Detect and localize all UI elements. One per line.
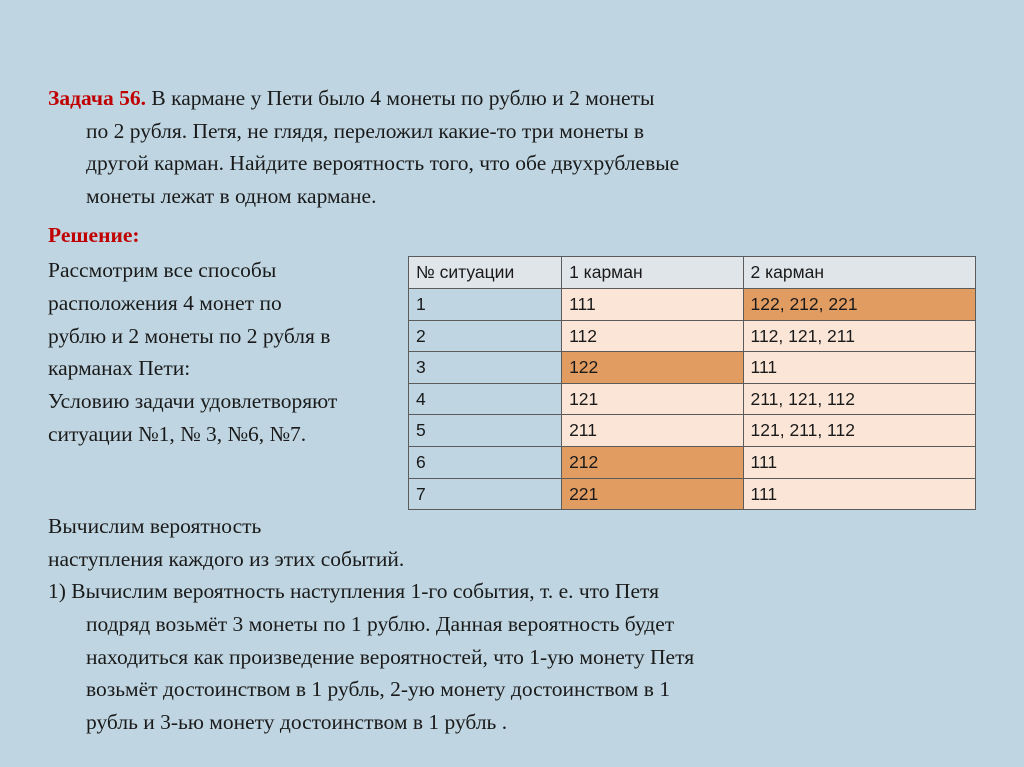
cell-situation-number: 7 — [409, 478, 562, 510]
cell-pocket-2: 111 — [743, 478, 975, 510]
table-row: 7221111 — [409, 478, 976, 510]
cell-pocket-1: 111 — [562, 288, 743, 320]
problem-title: Задача 56. — [48, 86, 146, 110]
table-row: 6212111 — [409, 446, 976, 478]
cell-situation-number: 5 — [409, 415, 562, 447]
solution-line: наступления каждого из этих событий. — [48, 543, 976, 576]
problem-statement: Задача 56. В кармане у Пети было 4 монет… — [48, 82, 976, 213]
table-header-row: № ситуации 1 карман 2 карман — [409, 257, 976, 289]
table-row: 3122111 — [409, 352, 976, 384]
table-row: 1111122, 212, 221 — [409, 288, 976, 320]
table-header: 1 карман — [562, 257, 743, 289]
solution-left-text: Рассмотрим все способы расположения 4 мо… — [48, 254, 398, 450]
solution-after: Вычислим вероятность наступления каждого… — [48, 510, 976, 575]
cell-pocket-2: 121, 211, 112 — [743, 415, 975, 447]
cell-pocket-1: 211 — [562, 415, 743, 447]
cell-pocket-1: 221 — [562, 478, 743, 510]
solution-row: Рассмотрим все способы расположения 4 мо… — [48, 254, 976, 510]
cell-pocket-1: 122 — [562, 352, 743, 384]
cell-situation-number: 2 — [409, 320, 562, 352]
cell-situation-number: 4 — [409, 383, 562, 415]
solution-item-1-line: возьмёт достоинством в 1 рубль, 2-ую мон… — [48, 673, 976, 706]
cell-pocket-2: 112, 121, 211 — [743, 320, 975, 352]
cell-pocket-2: 122, 212, 221 — [743, 288, 975, 320]
cell-pocket-2: 111 — [743, 446, 975, 478]
solution-item-1-line: подряд возьмёт 3 монеты по 1 рублю. Данн… — [48, 608, 976, 641]
table-row: 2112112, 121, 211 — [409, 320, 976, 352]
cell-situation-number: 1 — [409, 288, 562, 320]
solution-label: Решение: — [48, 219, 976, 252]
table-header: 2 карман — [743, 257, 975, 289]
cell-pocket-1: 212 — [562, 446, 743, 478]
solution-line: карманах Пети: — [48, 352, 398, 385]
solution-item-1-line: рубль и 3-ью монету достоинством в 1 руб… — [48, 706, 976, 739]
solution-line: рублю и 2 монеты по 2 рубля в — [48, 320, 398, 353]
cell-situation-number: 6 — [409, 446, 562, 478]
cell-pocket-2: 111 — [743, 352, 975, 384]
table-row: 5211121, 211, 112 — [409, 415, 976, 447]
cell-pocket-1: 121 — [562, 383, 743, 415]
cell-pocket-1: 112 — [562, 320, 743, 352]
solution-item-1-first: 1) Вычислим вероятность наступления 1-го… — [48, 575, 976, 608]
table-header: № ситуации — [409, 257, 562, 289]
solution-line: ситуации №1, № 3, №6, №7. — [48, 418, 398, 451]
solution-line: Условию задачи удовлетворяют — [48, 385, 398, 418]
solution-line: Вычислим вероятность — [48, 510, 976, 543]
cell-pocket-2: 211, 121, 112 — [743, 383, 975, 415]
table-row: 4121211, 121, 112 — [409, 383, 976, 415]
problem-line-4: монеты лежат в одном кармане. — [48, 180, 976, 213]
problem-line-2: по 2 рубля. Петя, не глядя, переложил ка… — [48, 115, 976, 148]
problem-line-1: В кармане у Пети было 4 монеты по рублю … — [151, 86, 654, 110]
solution-line: Рассмотрим все способы — [48, 254, 398, 287]
solution-line: расположения 4 монет по — [48, 287, 398, 320]
problem-line-3: другой карман. Найдите вероятность того,… — [48, 147, 976, 180]
situations-table: № ситуации 1 карман 2 карман 1111122, 21… — [408, 256, 976, 510]
cell-situation-number: 3 — [409, 352, 562, 384]
solution-item-1-line: находиться как произведение вероятностей… — [48, 641, 976, 674]
situations-table-wrap: № ситуации 1 карман 2 карман 1111122, 21… — [408, 254, 976, 510]
